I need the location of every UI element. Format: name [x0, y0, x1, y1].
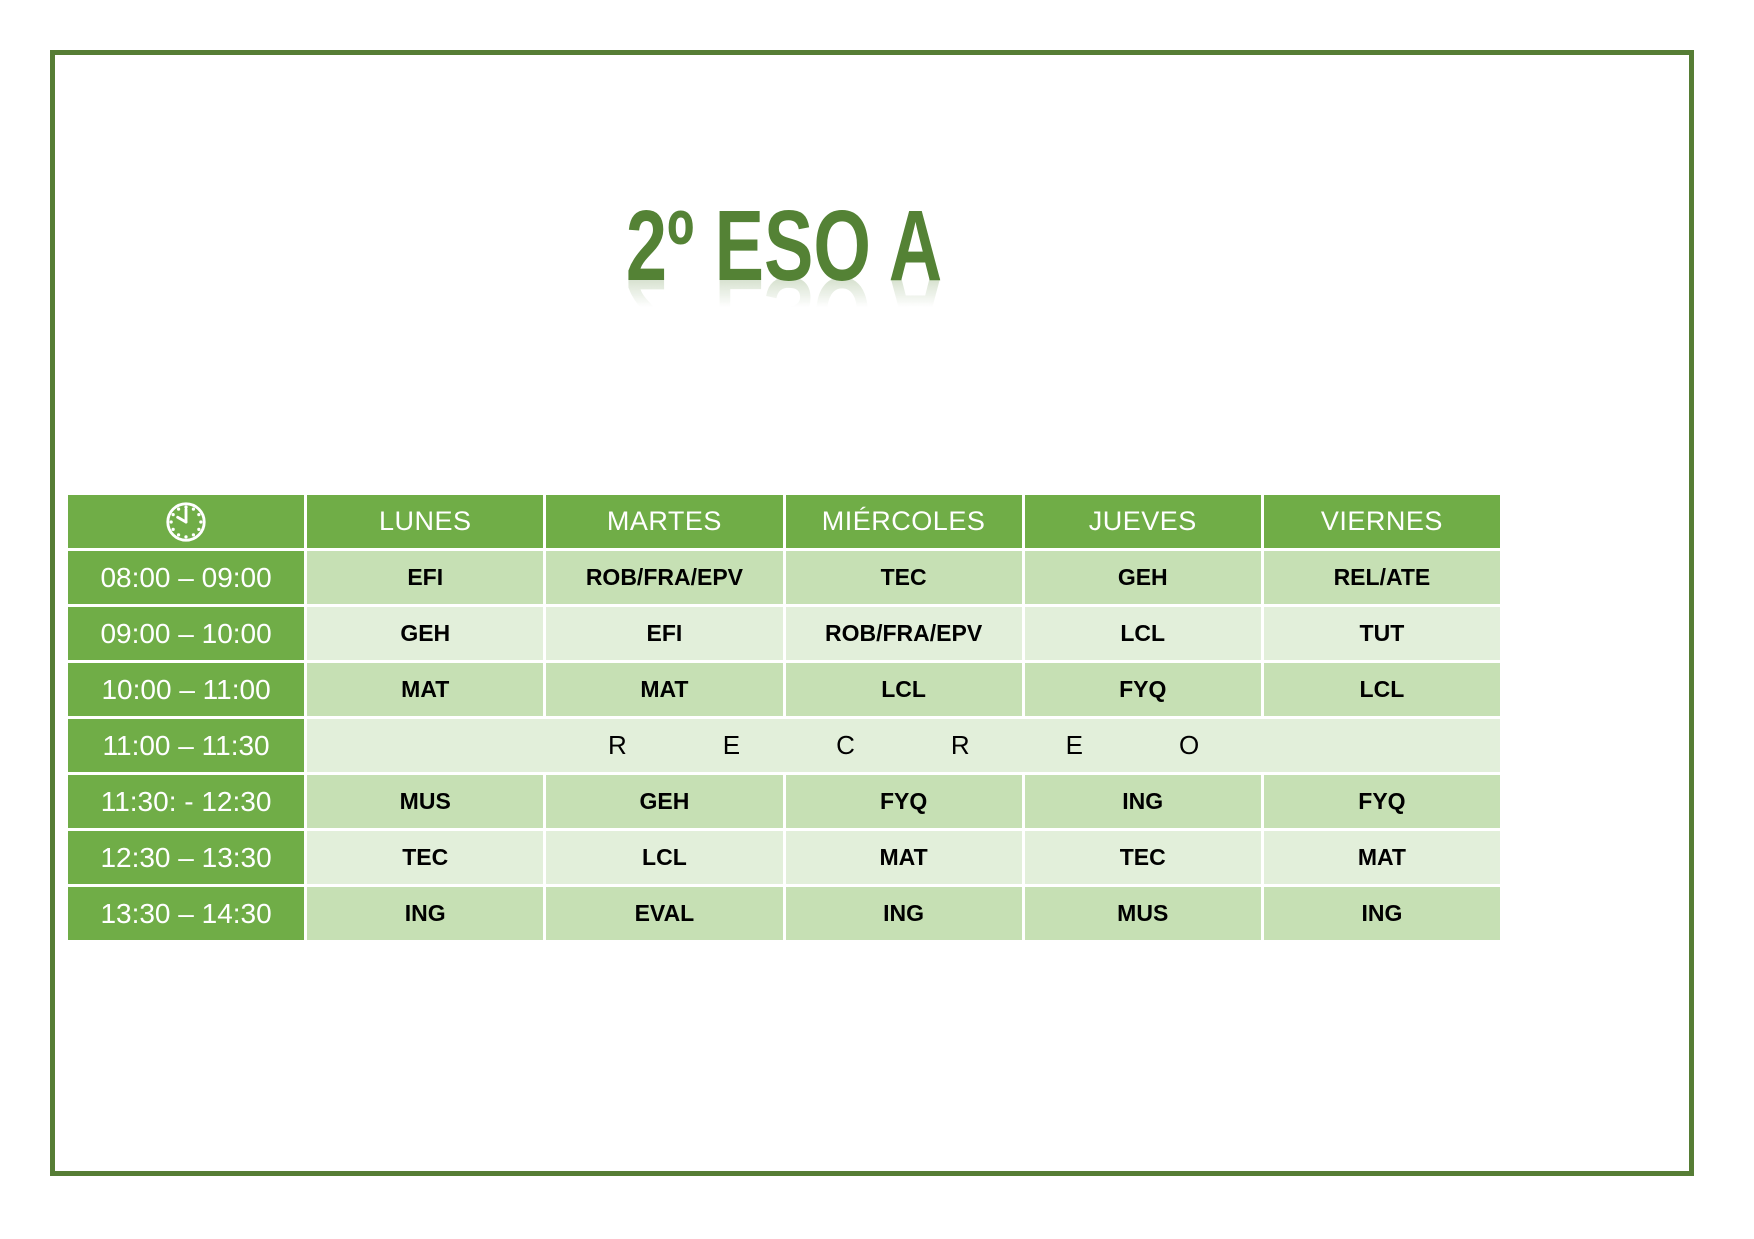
subject-cell: GEH — [546, 775, 783, 828]
clock-icon — [166, 501, 206, 542]
time-slot-cell: 11:00 – 11:30 — [68, 719, 305, 772]
header-cell-miercoles: MIÉRCOLES — [785, 495, 1022, 548]
subject-cell: LCL — [546, 831, 783, 884]
subject-cell: TEC — [1024, 831, 1261, 884]
title-wrap: 2º ESO A — [254, 196, 1314, 296]
page-border — [50, 50, 1694, 1176]
subject-cell: REL/ATE — [1263, 551, 1500, 604]
subject-cell: FYQ — [1263, 775, 1500, 828]
subject-cell: GEH — [307, 607, 544, 660]
subject-cell: LCL — [1263, 663, 1500, 716]
subject-cell: TEC — [785, 551, 1022, 604]
header-cell-jueves: JUEVES — [1024, 495, 1261, 548]
header-cell-time — [68, 495, 305, 548]
subject-cell: EFI — [307, 551, 544, 604]
subject-cell: MAT — [1263, 831, 1500, 884]
subject-cell: MAT — [546, 663, 783, 716]
page-title: 2º ESO A — [625, 190, 943, 302]
subject-cell: ING — [307, 887, 544, 940]
subject-cell: MUS — [1024, 887, 1261, 940]
subject-cell: TUT — [1263, 607, 1500, 660]
subject-cell: MAT — [785, 831, 1022, 884]
subject-cell: ING — [1263, 887, 1500, 940]
time-slot-cell: 10:00 – 11:00 — [68, 663, 305, 716]
subject-cell: ROB/FRA/EPV — [785, 607, 1022, 660]
time-slot-cell: 13:30 – 14:30 — [68, 887, 305, 940]
subject-cell: LCL — [1024, 607, 1261, 660]
time-slot-cell: 12:30 – 13:30 — [68, 831, 305, 884]
time-slot-cell: 08:00 – 09:00 — [68, 551, 305, 604]
subject-cell: ING — [1024, 775, 1261, 828]
subject-cell: FYQ — [1024, 663, 1261, 716]
subject-cell: TEC — [307, 831, 544, 884]
subject-cell: LCL — [785, 663, 1022, 716]
subject-cell: FYQ — [785, 775, 1022, 828]
subject-cell: MAT — [307, 663, 544, 716]
subject-cell: GEH — [1024, 551, 1261, 604]
subject-cell: EVAL — [546, 887, 783, 940]
subject-cell: MUS — [307, 775, 544, 828]
break-cell-recreo: RECREO — [307, 719, 1500, 772]
subject-cell: EFI — [546, 607, 783, 660]
header-cell-lunes: LUNES — [307, 495, 544, 548]
header-cell-viernes: VIERNES — [1263, 495, 1500, 548]
subject-cell: ROB/FRA/EPV — [546, 551, 783, 604]
time-slot-cell: 09:00 – 10:00 — [68, 607, 305, 660]
timetable: LUNES MARTES MIÉRCOLES JUEVES VIERNES 08… — [68, 495, 1500, 940]
time-slot-cell: 11:30: - 12:30 — [68, 775, 305, 828]
subject-cell: ING — [785, 887, 1022, 940]
header-cell-martes: MARTES — [546, 495, 783, 548]
